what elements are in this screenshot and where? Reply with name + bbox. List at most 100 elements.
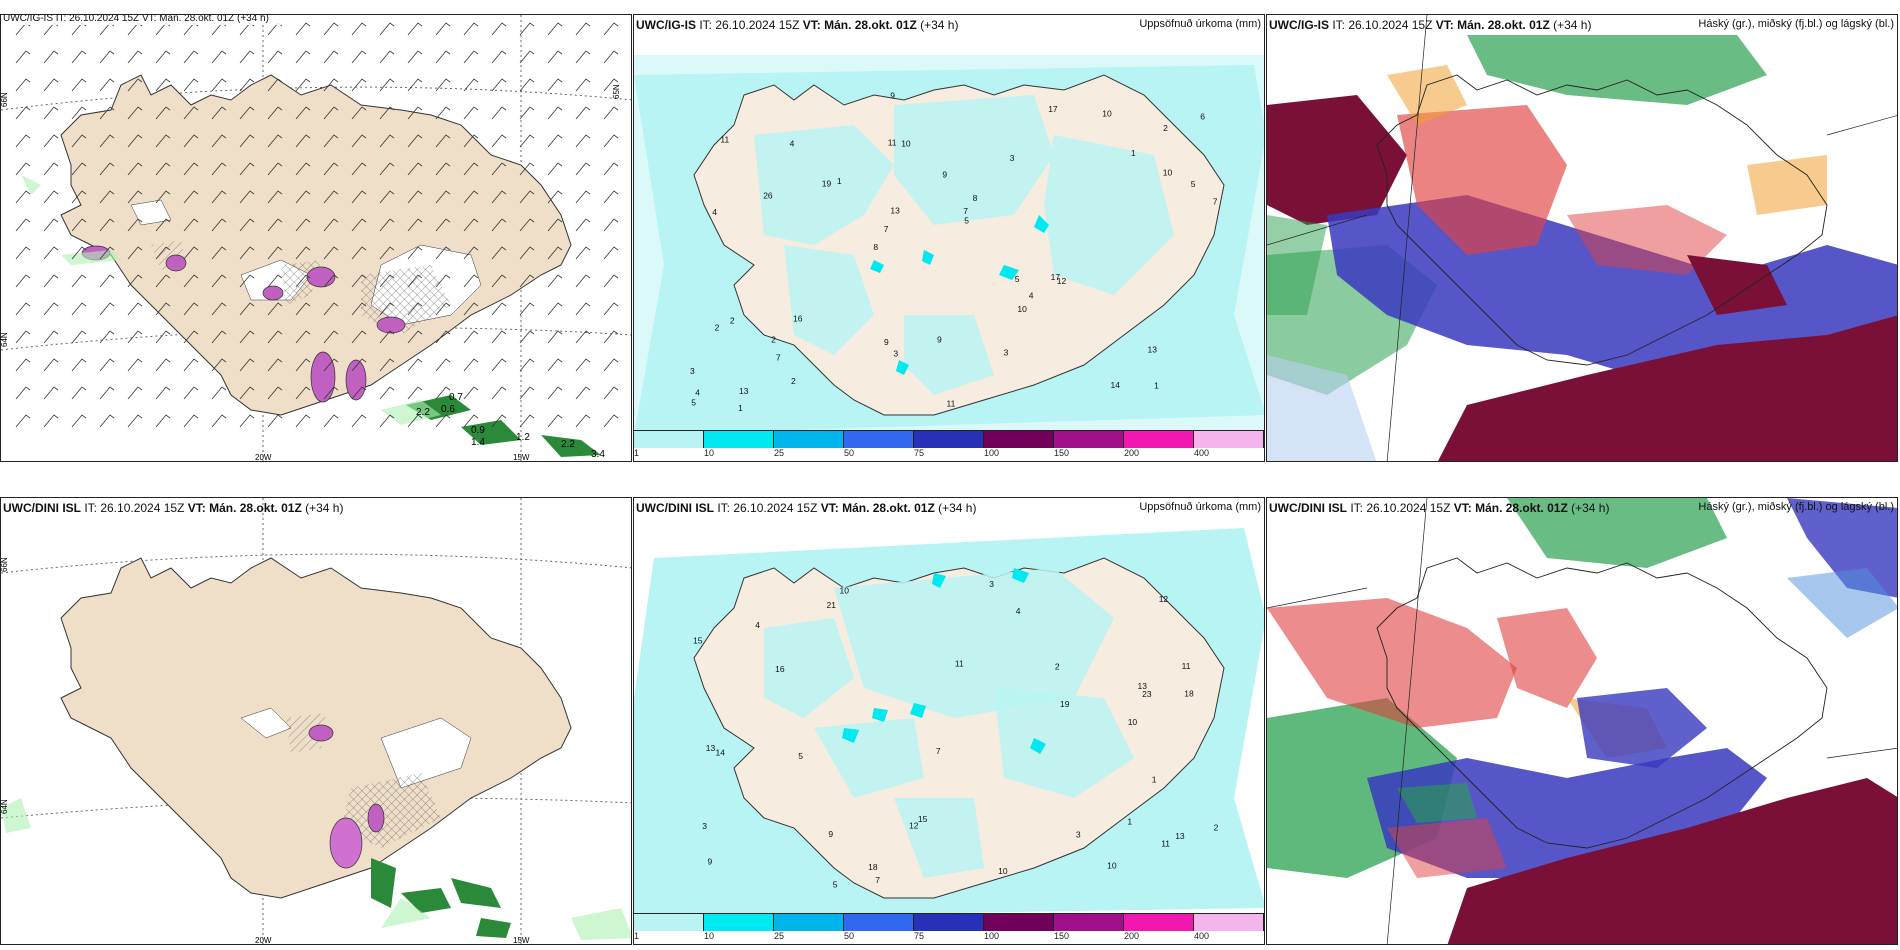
lon-label: 15W	[513, 936, 530, 945]
wind-barb	[519, 218, 535, 232]
wind-value: 3.4	[591, 449, 605, 460]
wind-barb	[575, 358, 591, 372]
wind-barb	[603, 330, 619, 344]
wind-barb	[603, 386, 619, 400]
precip-value: 9	[708, 857, 713, 867]
precip-value: 5	[964, 215, 969, 225]
precip-value: 11	[1182, 661, 1191, 671]
precip-value: 5	[833, 880, 838, 890]
wind-barb	[519, 358, 535, 372]
wind-barb	[323, 246, 339, 260]
wind-barb	[183, 106, 199, 120]
wind-barb	[351, 106, 367, 120]
wind-barb	[183, 218, 199, 232]
wind-barb	[463, 386, 479, 400]
precip-value: 18	[1184, 689, 1194, 699]
wind-barb	[43, 218, 59, 232]
wind-barb	[239, 274, 255, 288]
wind-barb	[323, 190, 339, 204]
lon-label: 20W	[255, 453, 272, 462]
wind-barb	[491, 78, 507, 92]
wind-barb	[127, 386, 143, 400]
wind-barb	[435, 190, 451, 204]
wind-barb	[267, 106, 283, 120]
wind-barb	[71, 162, 87, 176]
wind-barb	[183, 134, 199, 148]
wind-barb	[99, 414, 115, 428]
wind-barb	[43, 50, 59, 64]
precip-value: 7	[884, 224, 889, 234]
wind-barb	[155, 134, 171, 148]
wind-barb	[43, 106, 59, 120]
wind-barb	[267, 274, 283, 288]
wind-barb	[519, 302, 535, 316]
wind-barb	[575, 78, 591, 92]
scale-label: 50	[844, 448, 855, 458]
wind-barb	[127, 162, 143, 176]
wind-barb	[463, 302, 479, 316]
wind-barb	[71, 274, 87, 288]
precip-value: 13	[1138, 681, 1148, 691]
wind-barb	[127, 302, 143, 316]
wind-barb	[155, 386, 171, 400]
precip-value: 10	[1163, 168, 1173, 178]
wind-barb	[71, 246, 87, 260]
precip-value: 10	[840, 586, 850, 596]
wind-barb	[239, 218, 255, 232]
wind-barb	[43, 330, 59, 344]
precip-value: 18	[868, 862, 878, 872]
wind-barb	[351, 50, 367, 64]
wind-barb	[407, 22, 423, 36]
wind-barb	[351, 274, 367, 288]
wind-barb	[323, 106, 339, 120]
precip-value: 7	[875, 875, 880, 885]
map-top-clouds	[1267, 15, 1897, 461]
wind-barb	[547, 22, 563, 36]
precip-value: 1	[837, 176, 842, 186]
wind-barb	[211, 246, 227, 260]
wind-barb	[99, 50, 115, 64]
wind-barb	[211, 330, 227, 344]
wind-barb	[239, 106, 255, 120]
wind-barb	[155, 162, 171, 176]
precip-value: 2	[791, 376, 796, 386]
precip-value: 9	[942, 170, 947, 180]
wind-barb	[407, 358, 423, 372]
wind-barb	[351, 190, 367, 204]
scale-swatch	[1054, 914, 1124, 931]
precip-value: 15	[693, 636, 703, 646]
wind-barb	[603, 50, 619, 64]
wind-barb	[239, 358, 255, 372]
scale-label: 25	[774, 448, 785, 458]
precip-value: 10	[1128, 717, 1138, 727]
wind-barb	[379, 78, 395, 92]
precip-value: 11	[947, 399, 956, 409]
scale-swatch	[704, 431, 774, 448]
scale-swatch	[1194, 431, 1264, 448]
precip-value: 3	[1004, 348, 1009, 358]
scale-swatch	[704, 914, 774, 931]
lat-label: 64N	[1, 332, 9, 347]
wind-barb	[463, 50, 479, 64]
wind-barb	[155, 78, 171, 92]
wind-barb	[323, 330, 339, 344]
lon-label: 15W	[513, 453, 530, 462]
wind-barb	[43, 302, 59, 316]
precip-value: 13	[1175, 831, 1185, 841]
precip-value: 7	[936, 746, 941, 756]
wind-barb	[379, 190, 395, 204]
wind-barb	[127, 414, 143, 428]
wind-barb	[463, 330, 479, 344]
wind-barb	[183, 414, 199, 428]
precip-value: 2	[1214, 823, 1219, 833]
panel-variable-label: Uppsöfnuð úrkoma (mm)	[1139, 18, 1261, 30]
wind-barb	[211, 302, 227, 316]
wind-barb	[211, 274, 227, 288]
wind-barb	[183, 302, 199, 316]
wind-barb	[547, 414, 563, 428]
wind-barb	[407, 330, 423, 344]
wind-barb	[351, 22, 367, 36]
panel-variable-label: Háský (gr.), miðský (fj.bl.) og lágský (…	[1698, 18, 1894, 30]
precip-value: 4	[790, 139, 795, 149]
wind-value: 2.2	[416, 407, 430, 418]
